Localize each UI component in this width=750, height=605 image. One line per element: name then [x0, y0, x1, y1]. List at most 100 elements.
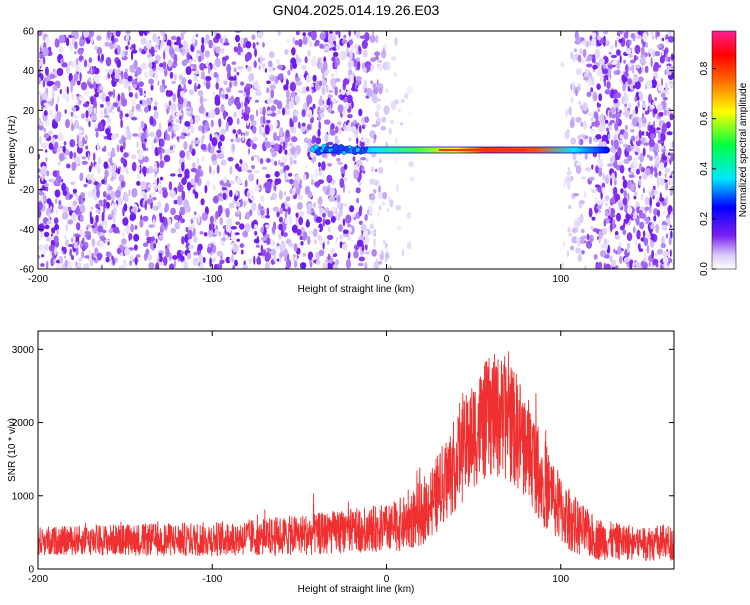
spectrogram-speckle	[295, 187, 301, 195]
spectrogram-speckle	[615, 265, 619, 269]
spectrogram-speckle	[264, 68, 267, 73]
spectrogram-speckle	[645, 235, 652, 239]
spectrogram-speckle	[193, 235, 198, 243]
spectrogram-noise	[38, 31, 674, 269]
spectrogram-speckle	[319, 207, 325, 215]
spectrogram-speckle	[90, 66, 93, 75]
spectrogram-speckle	[237, 66, 244, 70]
spectrogram-speckle	[110, 177, 114, 182]
spectrogram-speckle	[318, 80, 323, 87]
spectrogram-speckle	[181, 31, 187, 35]
spectrogram-speckle	[145, 41, 152, 50]
spectrogram-speckle	[48, 46, 52, 52]
spectrogram-speckle	[184, 173, 190, 179]
spectrogram-speckle	[598, 93, 602, 102]
spectrogram-speckle	[162, 85, 167, 89]
spectrogram-speckle	[93, 100, 97, 110]
spectrogram-speckle	[219, 134, 225, 142]
spectrogram-speckle	[163, 35, 166, 41]
spectrogram-speckle	[617, 100, 621, 107]
spectrogram-speckle	[610, 222, 613, 232]
spectrogram-speckle	[624, 103, 628, 107]
spectrogram-speckle	[211, 137, 218, 147]
spectrogram-speckle	[622, 197, 628, 206]
spectrogram-speckle	[288, 243, 295, 248]
spectrogram-speckle	[225, 121, 229, 132]
spectrogram-speckle	[582, 120, 587, 130]
spectrogram-speckle	[200, 43, 205, 53]
spectrogram-speckle	[55, 103, 58, 112]
spectrogram-speckle	[377, 209, 380, 219]
spectrogram-speckle	[277, 64, 284, 70]
spectrogram-speckle	[261, 126, 264, 134]
colorbar-tick-label: 0.6	[699, 111, 710, 125]
spectrogram-speckle	[229, 166, 233, 175]
spectrogram-speckle	[625, 48, 632, 55]
spectrogram-speckle	[616, 69, 621, 75]
spectrogram-speckle	[215, 82, 219, 90]
spectrogram-speckle	[112, 88, 116, 99]
spectrogram-speckle	[183, 83, 187, 94]
spectrogram-speckle	[214, 107, 220, 116]
spectrogram-speckle	[133, 205, 137, 215]
spectrogram-speckle	[358, 256, 365, 262]
spectrogram-x-label: Height of straight line (km)	[298, 284, 415, 295]
spectrogram-speckle	[71, 106, 77, 112]
spectrogram-speckle	[621, 74, 626, 82]
spectrogram-speckle	[266, 237, 271, 245]
spectrogram-speckle	[648, 48, 655, 54]
spectrogram-speckle	[284, 171, 288, 182]
spectrogram-speckle	[153, 138, 157, 144]
spectrogram-speckle	[592, 91, 598, 102]
spectrogram-speckle	[288, 214, 293, 225]
spectrogram-speckle	[651, 187, 655, 196]
spectrogram-speckle	[284, 219, 289, 225]
spectrogram-speckle	[255, 244, 260, 248]
spectrogram-speckle	[578, 48, 583, 55]
spectrogram-speckle	[380, 126, 387, 131]
spectrogram-speckle	[299, 178, 303, 186]
spectrogram-speckle	[58, 200, 62, 206]
spectrogram-speckle	[219, 259, 225, 265]
spectrogram-speckle	[107, 31, 111, 39]
spectrogram-speckle	[235, 133, 238, 139]
spectrogram-speckle	[159, 216, 165, 223]
spectrogram-speckle	[264, 234, 270, 238]
spectrogram-speckle	[312, 74, 317, 82]
spectrogram-speckle	[662, 256, 669, 264]
spectrogram-speckle	[195, 70, 199, 75]
spectrogram-speckle	[169, 189, 176, 198]
spectrogram-speckle	[88, 120, 91, 128]
spectrogram-speckle	[595, 184, 600, 188]
spectrogram-speckle	[340, 50, 346, 61]
spectrogram-speckle	[231, 61, 237, 66]
x-tick-label: 100	[552, 574, 569, 585]
spectrogram-speckle	[97, 225, 104, 233]
spectrogram-speckle	[600, 243, 606, 249]
spectrogram-speckle	[156, 177, 160, 185]
spectrogram-speckle	[159, 63, 164, 68]
spectrogram-speckle	[362, 67, 367, 73]
spectrogram-speckle	[236, 71, 240, 76]
spectrogram-speckle	[298, 121, 301, 129]
spectrogram-speckle	[404, 93, 409, 100]
spectrogram-speckle	[248, 72, 255, 82]
spectrogram-speckle	[183, 141, 188, 150]
spectrogram-speckle	[642, 39, 646, 48]
spectrogram-speckle	[296, 89, 301, 95]
spectrogram-speckle	[180, 216, 183, 224]
spectrogram-speckle	[292, 36, 296, 45]
spectrogram-speckle	[236, 176, 243, 185]
spectrogram-speckle	[581, 176, 587, 180]
spectrogram-speckle	[627, 155, 633, 161]
spectrogram-speckle	[191, 139, 194, 147]
spectrogram-speckle	[167, 106, 170, 111]
spectrogram-speckle	[130, 223, 134, 233]
spectrogram-speckle	[305, 220, 310, 228]
spectrogram-speckle	[116, 144, 120, 153]
spectrogram-speckle	[258, 65, 261, 70]
spectrogram-speckle	[123, 71, 128, 80]
spectrogram-speckle	[131, 161, 137, 172]
spectrogram-speckle	[40, 44, 44, 48]
spectrogram-speckle	[645, 80, 653, 89]
